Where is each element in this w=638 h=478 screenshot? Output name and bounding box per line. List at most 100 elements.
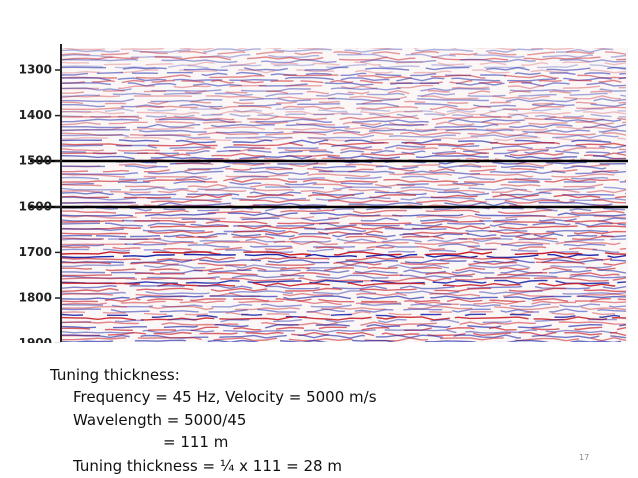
seismic-stripe xyxy=(62,170,627,176)
seismic-stripe xyxy=(62,48,627,53)
seismic-stripe xyxy=(62,295,627,300)
seismic-stripe xyxy=(62,326,627,332)
seismic-stripe xyxy=(62,50,627,56)
seismic-figure: 1300 1400 1500 1600 1700 1800 1900 xyxy=(19,44,628,350)
seismic-stripe xyxy=(62,232,627,238)
seismic-stripe xyxy=(62,318,627,324)
seismic-stripe xyxy=(62,113,627,118)
seismic-stripe xyxy=(62,82,627,87)
seismic-stripe xyxy=(62,329,627,334)
seismic-stripe xyxy=(62,56,627,61)
seismic-stripe xyxy=(62,115,627,121)
seismic-stripe xyxy=(62,180,627,186)
seismic-stripe xyxy=(62,334,627,339)
seismic-stripe xyxy=(62,141,627,147)
text-line: Wavelength = 5000/45 xyxy=(73,411,247,429)
seismic-stripe xyxy=(62,300,627,306)
seismic-stripe xyxy=(62,219,627,225)
seismic-stripe xyxy=(62,323,627,329)
seismic-stripe xyxy=(62,110,627,116)
seismic-stripe xyxy=(62,128,627,134)
depth-ticks: 1300 1400 1500 1600 1700 1800 1900 xyxy=(19,63,61,350)
seismic-stripe xyxy=(62,209,627,215)
seismic-stripe xyxy=(62,97,627,103)
seismic-stripe xyxy=(62,186,627,191)
depth-tick-label: 1600 xyxy=(19,199,52,213)
seismic-stripe xyxy=(62,199,627,204)
depth-tick-label: 1800 xyxy=(19,291,52,305)
seismic-stripe xyxy=(62,76,627,82)
seismic-stripe xyxy=(62,258,627,264)
text-line: Frequency = 45 Hz, Velocity = 5000 m/s xyxy=(73,388,377,406)
seismic-stripe xyxy=(62,284,627,290)
seismic-stripe xyxy=(62,240,627,246)
seismic-stripe xyxy=(62,225,627,230)
seismic-stripe xyxy=(62,305,627,311)
seismic-stripe xyxy=(62,87,627,92)
seismic-stripe xyxy=(62,316,627,321)
seismic-stripe xyxy=(62,331,627,337)
page-number: 17 xyxy=(579,453,590,462)
seismic-stripe xyxy=(62,313,627,319)
seismic-stripe xyxy=(62,102,627,108)
seismic-stripe xyxy=(62,206,627,212)
seismic-stripe xyxy=(62,121,627,126)
seismic-stripe xyxy=(62,343,626,346)
seismic-stripe xyxy=(62,84,627,90)
seismic-stripe xyxy=(62,321,627,326)
text-line: Tuning thickness = ¼ x 111 = 28 m xyxy=(73,457,342,475)
seismic-stripe xyxy=(62,108,626,113)
depth-tick-label: 1700 xyxy=(19,245,52,259)
seismic-stripe xyxy=(62,264,627,269)
seismic-stripe xyxy=(62,287,626,292)
seismic-stripe xyxy=(62,144,627,150)
seismic-stripe xyxy=(62,173,627,178)
text-line: = 111 m xyxy=(163,433,229,451)
seismic-stripe xyxy=(62,89,627,95)
seismic-stripe xyxy=(62,308,627,313)
seismic-stripe xyxy=(62,266,627,272)
seismic-stripe xyxy=(62,251,627,256)
seismic-stripe xyxy=(62,71,627,77)
seismic-stripe xyxy=(62,261,627,267)
depth-tick-label: 1400 xyxy=(19,108,52,122)
seismic-stripe xyxy=(62,136,627,142)
seismic-stripe xyxy=(62,235,627,241)
seismic-stripe xyxy=(62,188,627,194)
seismic-stripe xyxy=(62,92,627,98)
seismic-stripe xyxy=(62,105,627,111)
seismic-stripe xyxy=(62,212,627,217)
seismic-stripe xyxy=(62,79,627,85)
seismic-stripe xyxy=(62,131,627,137)
seismic-stripe xyxy=(62,152,627,157)
seismic-stripe xyxy=(62,69,627,74)
seismic-stripe xyxy=(62,139,627,144)
seismic-stripe xyxy=(62,230,627,235)
seismic-stripe xyxy=(62,227,627,233)
seismic-stripe xyxy=(62,214,627,220)
depth-tick-label: 1300 xyxy=(19,63,52,77)
seismic-stripe xyxy=(62,274,627,280)
heading: Tuning thickness: xyxy=(50,366,180,384)
seismic-stripe xyxy=(62,245,627,251)
seismic-stripe xyxy=(62,58,627,64)
seismic-stripe xyxy=(62,297,627,303)
seismic-stripe xyxy=(62,191,627,196)
seismic-stripe xyxy=(62,48,613,51)
seismic-stripe xyxy=(62,271,627,277)
seismic-stripe xyxy=(62,243,627,248)
seismic-stripe xyxy=(62,63,627,69)
depth-tick-label: 1500 xyxy=(19,154,52,168)
seismic-stripe xyxy=(62,279,627,285)
seismic-stripe xyxy=(62,167,627,173)
seismic-stripe xyxy=(62,238,627,243)
seismic-stripe xyxy=(62,290,627,295)
seismic-stripe xyxy=(62,147,627,152)
seismic-stripe xyxy=(62,100,627,105)
seismic-stripe xyxy=(62,222,627,228)
depth-tick-label: 1900 xyxy=(19,336,52,350)
seismic-stripe xyxy=(62,74,627,79)
seismic-stripe xyxy=(62,277,627,282)
seismic-stripe xyxy=(62,183,627,189)
